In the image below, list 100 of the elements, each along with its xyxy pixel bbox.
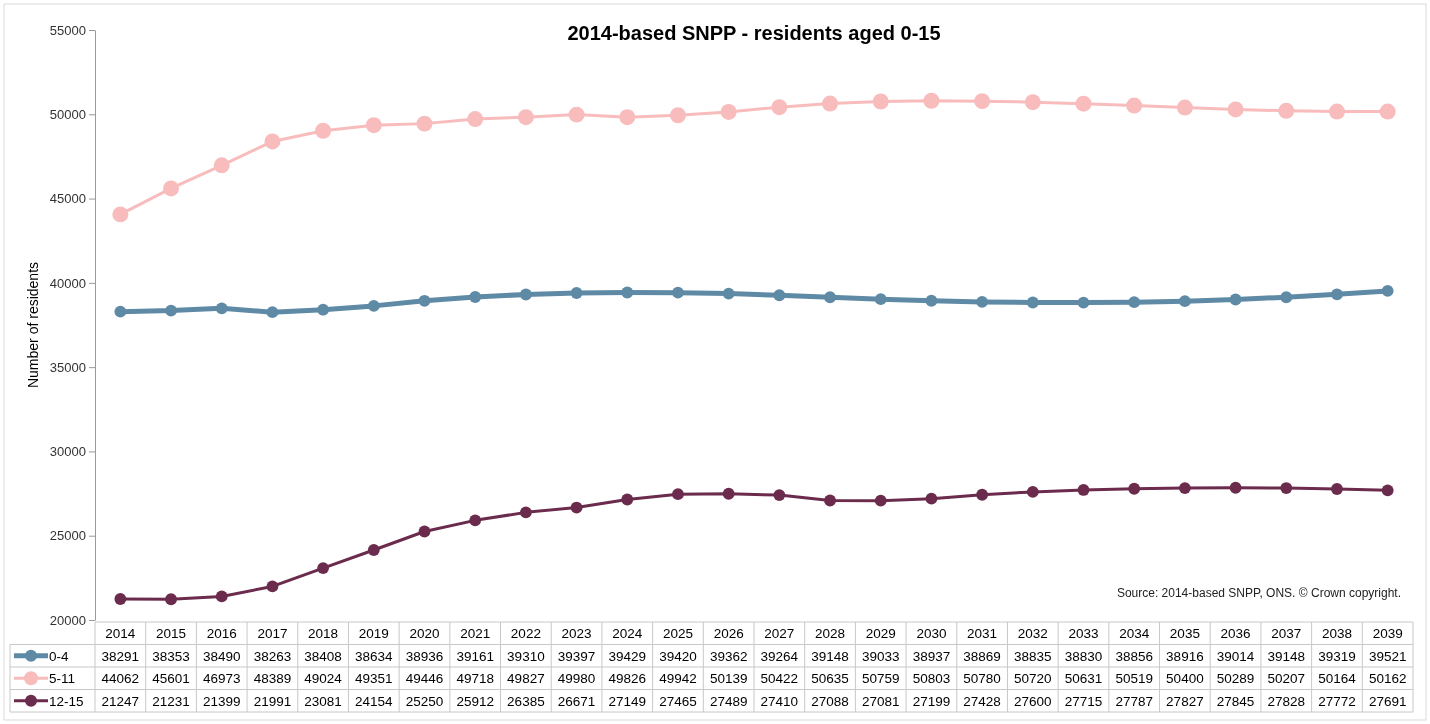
- point: [215, 302, 228, 315]
- data-label: 27828: [1267, 693, 1306, 709]
- chart-title: 2014-based SNPP - residents aged 0-15: [567, 22, 941, 44]
- point: [621, 493, 634, 506]
- x-tick-label: 2035: [1169, 626, 1200, 642]
- data-label: 25912: [456, 693, 494, 709]
- point: [672, 286, 684, 299]
- x-tick-label: 2032: [1017, 626, 1048, 642]
- point: [469, 291, 482, 303]
- point: [1024, 94, 1041, 111]
- data-label: 49024: [304, 671, 343, 687]
- legend-label: 12-15: [49, 693, 84, 709]
- data-label: 39148: [1267, 648, 1306, 664]
- data-label: 50139: [709, 671, 748, 687]
- point: [1381, 285, 1394, 297]
- data-label: 21991: [253, 693, 292, 709]
- point: [213, 157, 230, 174]
- point: [570, 501, 583, 514]
- x-tick-label: 2018: [308, 626, 339, 642]
- data-label: 39362: [709, 648, 748, 664]
- data-label: 50631: [1064, 671, 1103, 687]
- data-label: 39420: [659, 648, 697, 664]
- data-label: 45601: [152, 671, 190, 687]
- y-tick-label: 20000: [49, 612, 86, 628]
- point: [1077, 484, 1090, 496]
- y-tick-label: 55000: [49, 22, 86, 38]
- point: [112, 206, 129, 223]
- point: [824, 291, 836, 304]
- data-label: 27410: [760, 693, 799, 709]
- x-tick-label: 2014: [105, 626, 136, 642]
- data-label: 39429: [608, 648, 647, 664]
- point: [1128, 482, 1141, 495]
- data-label: 27827: [1166, 693, 1204, 709]
- point: [1381, 484, 1394, 497]
- point: [720, 103, 737, 120]
- point: [418, 294, 431, 307]
- x-tick-label: 2025: [662, 626, 693, 642]
- data-label: 27787: [1115, 693, 1153, 709]
- point: [773, 489, 786, 501]
- data-label: 39161: [456, 648, 494, 664]
- data-label: 24154: [355, 693, 394, 709]
- data-label: 39033: [861, 648, 900, 664]
- data-label: 27715: [1064, 693, 1103, 709]
- x-tick-label: 2033: [1068, 626, 1099, 642]
- data-label: 50803: [912, 671, 951, 687]
- point: [1126, 97, 1143, 114]
- x-tick-label: 2037: [1271, 626, 1302, 642]
- data-label: 26671: [557, 693, 596, 709]
- data-label: 38291: [101, 648, 140, 664]
- data-label: 27199: [912, 693, 951, 709]
- point: [925, 492, 938, 505]
- point: [1026, 296, 1039, 309]
- data-label: 44062: [101, 671, 140, 687]
- point: [416, 115, 433, 132]
- x-tick-label: 2026: [713, 626, 744, 642]
- data-label: 49942: [659, 671, 697, 687]
- data-label: 50289: [1216, 671, 1255, 687]
- y-tick-label: 25000: [49, 528, 86, 544]
- data-label: 38869: [963, 648, 1001, 664]
- point: [1178, 295, 1191, 308]
- data-label: 39310: [507, 648, 545, 664]
- data-label: 38830: [1064, 648, 1103, 664]
- y-tick-label: 45000: [49, 191, 86, 207]
- x-tick-label: 2039: [1372, 626, 1403, 642]
- data-label: 48389: [253, 671, 292, 687]
- data-label: 27465: [659, 693, 697, 709]
- point: [315, 122, 332, 139]
- point: [163, 180, 180, 197]
- data-label: 46973: [202, 671, 241, 687]
- x-tick-label: 2017: [257, 626, 288, 642]
- point: [619, 109, 636, 126]
- point: [874, 494, 887, 507]
- data-label: 27691: [1368, 693, 1407, 709]
- point: [367, 544, 380, 556]
- data-label: 50759: [861, 671, 900, 687]
- point: [1128, 296, 1141, 309]
- point: [165, 593, 177, 606]
- data-label: 39397: [557, 648, 596, 664]
- data-label: 38835: [1014, 648, 1052, 664]
- data-label: 21399: [202, 693, 241, 709]
- point: [1229, 481, 1242, 494]
- point: [872, 93, 889, 110]
- point: [114, 593, 127, 605]
- x-tick-label: 2015: [156, 626, 187, 642]
- point: [621, 286, 634, 299]
- point: [1178, 482, 1191, 494]
- data-label: 27600: [1014, 693, 1052, 709]
- point: [570, 287, 583, 299]
- data-label: 38353: [152, 648, 190, 664]
- data-label: 39319: [1318, 648, 1356, 664]
- point: [1328, 103, 1345, 120]
- x-tick-label: 2016: [206, 626, 237, 642]
- legend-label: 0-4: [49, 648, 69, 664]
- y-tick-label: 30000: [49, 444, 86, 460]
- data-label: 49446: [405, 671, 444, 687]
- point: [266, 580, 279, 593]
- point: [974, 93, 991, 110]
- x-tick-label: 2030: [916, 626, 947, 642]
- data-label: 26385: [507, 693, 545, 709]
- data-label: 49826: [608, 671, 647, 687]
